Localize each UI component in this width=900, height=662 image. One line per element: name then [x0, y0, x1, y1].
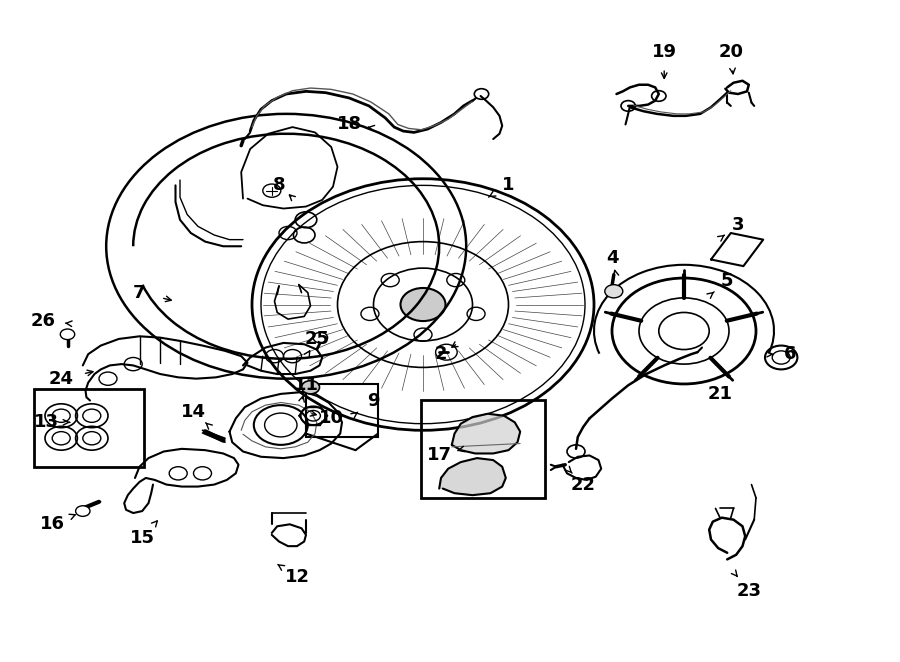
Text: 16: 16: [40, 515, 65, 534]
Circle shape: [474, 89, 489, 99]
Text: 15: 15: [130, 528, 155, 547]
Text: 17: 17: [427, 446, 452, 465]
Bar: [306, 384, 378, 437]
Text: 4: 4: [606, 249, 618, 267]
Text: 5: 5: [721, 272, 734, 291]
Text: 11: 11: [293, 376, 319, 395]
Text: 24: 24: [49, 369, 74, 388]
Text: 14: 14: [181, 402, 206, 421]
Bar: [34, 389, 144, 467]
Text: 2: 2: [435, 345, 447, 363]
Text: 22: 22: [571, 475, 596, 494]
Text: 3: 3: [732, 216, 744, 234]
Text: 19: 19: [652, 42, 677, 61]
Bar: [421, 400, 545, 498]
Text: 10: 10: [319, 409, 344, 428]
Text: 7: 7: [133, 283, 146, 302]
Circle shape: [60, 329, 75, 340]
Text: 18: 18: [337, 115, 362, 134]
Text: 9: 9: [367, 391, 380, 410]
Text: 26: 26: [31, 312, 56, 330]
Text: 23: 23: [736, 581, 761, 600]
Text: 6: 6: [784, 345, 796, 363]
Text: 21: 21: [707, 385, 733, 403]
Circle shape: [400, 288, 446, 321]
Polygon shape: [452, 414, 520, 453]
Text: 20: 20: [718, 42, 743, 61]
Polygon shape: [439, 458, 506, 495]
Circle shape: [605, 285, 623, 298]
Text: 12: 12: [284, 568, 310, 587]
Text: 13: 13: [34, 413, 59, 432]
Circle shape: [76, 506, 90, 516]
Circle shape: [313, 332, 328, 343]
Circle shape: [302, 381, 319, 394]
Text: 1: 1: [502, 176, 515, 195]
Text: 8: 8: [273, 176, 285, 195]
Text: 25: 25: [304, 330, 329, 348]
